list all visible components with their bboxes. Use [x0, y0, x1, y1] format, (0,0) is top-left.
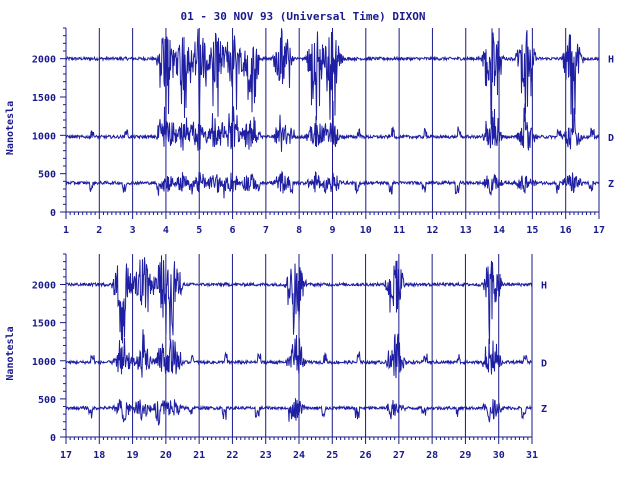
x-tick-label: 17: [593, 225, 605, 236]
x-tick-label: 31: [526, 450, 538, 461]
y-tick-label: 1500: [32, 93, 56, 104]
x-tick-label: 14: [493, 225, 505, 236]
x-tick-label: 4: [163, 225, 169, 236]
x-tick-label: 1: [63, 225, 69, 236]
series-z-line: [65, 398, 533, 426]
x-tick-label: 12: [426, 225, 438, 236]
y-tick-label: 0: [50, 433, 56, 444]
series-d-line: [65, 100, 600, 152]
x-tick-label: 9: [329, 225, 335, 236]
series-z-label: Z: [541, 404, 547, 415]
x-tick-label: 21: [193, 450, 205, 461]
y-tick-label: 500: [38, 395, 56, 406]
x-tick-label: 26: [360, 450, 372, 461]
x-tick-label: 23: [260, 450, 272, 461]
y-tick-label: 2000: [32, 281, 56, 292]
y-tick-label: 2000: [32, 55, 56, 66]
series-d-line: [65, 329, 533, 379]
x-tick-label: 11: [393, 225, 405, 236]
x-tick-label: 28: [426, 450, 438, 461]
x-tick-label: 13: [460, 225, 472, 236]
x-tick-label: 7: [263, 225, 269, 236]
x-tick-label: 19: [127, 450, 139, 461]
y-tick-label: 0: [50, 208, 56, 219]
x-tick-label: 3: [130, 225, 136, 236]
chart-title: 01 - 30 NOV 93 (Universal Time) DIXON: [180, 10, 425, 23]
x-tick-label: 22: [226, 450, 238, 461]
x-tick-label: 27: [393, 450, 405, 461]
x-tick-label: 15: [526, 225, 538, 236]
x-tick-label: 6: [230, 225, 236, 236]
x-tick-label: 8: [296, 225, 302, 236]
x-tick-label: 25: [326, 450, 338, 461]
x-tick-label: 5: [196, 225, 202, 236]
y-tick-label: 1500: [32, 319, 56, 330]
series-h-label: H: [608, 55, 614, 66]
series-d-label: D: [608, 133, 614, 144]
series-h-label: H: [541, 281, 547, 292]
x-tick-label: 2: [96, 225, 102, 236]
panel-bottom: Nanotesla 0 500 1000 1500 2000 17 18 19 20 21 22 23 2…: [5, 253, 547, 461]
x-tick-label: 20: [160, 450, 172, 461]
x-tick-label: 10: [360, 225, 372, 236]
y-tick-label: 500: [38, 170, 56, 181]
series-h-line: [65, 255, 533, 345]
series-d-label: D: [541, 358, 547, 369]
y-tick-label: 1000: [32, 131, 56, 142]
series-z-line: [65, 170, 600, 199]
x-tick-label: 16: [560, 225, 572, 236]
x-tick-label: 17: [60, 450, 72, 461]
x-tick-label: 29: [459, 450, 471, 461]
x-tick-label: 18: [93, 450, 105, 461]
y-axis-label: Nanotesla: [5, 101, 16, 155]
series-h-line: [65, 28, 600, 135]
y-axis-label: Nanotesla: [5, 326, 16, 380]
series-z-label: Z: [608, 179, 614, 190]
x-tick-label: 30: [493, 450, 505, 461]
y-tick-label: 1000: [32, 357, 56, 368]
x-tick-label: 24: [293, 450, 305, 461]
